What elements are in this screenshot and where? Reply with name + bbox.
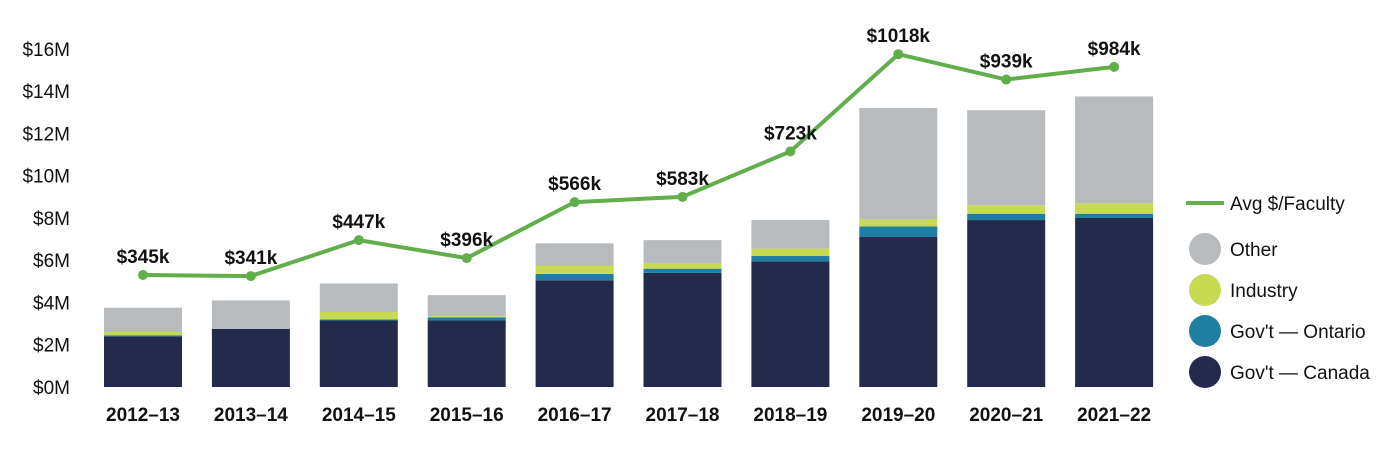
x-tick-label: 2017–18 [646, 405, 720, 426]
avg-line-data-label: $984k [1088, 39, 1141, 60]
x-tick-label: 2015–16 [430, 405, 504, 426]
y-tick-label: $0M [33, 378, 70, 399]
legend-swatch [1189, 315, 1221, 347]
bar-segment-industry [104, 332, 182, 336]
avg-line-point [1001, 74, 1012, 85]
bar-segment-other [535, 243, 614, 266]
y-axis: $0M $2M $4M $6M $8M $10M $12M $14M $16M [22, 40, 70, 399]
x-axis: 2012–13 2013–14 2014–15 2015–16 2016–17 2017–… [106, 405, 1151, 426]
bar-segment-other [104, 307, 182, 333]
y-tick-label: $14M [22, 82, 70, 103]
bar-segment-gov-t-ontario [1075, 213, 1154, 218]
bar-segment-gov-t-canada [859, 236, 938, 387]
avg-line-path [142, 52, 1115, 279]
avg-line-point [353, 235, 364, 246]
bar-segment-gov-t-ontario [751, 255, 830, 262]
avg-line-point [1109, 61, 1120, 72]
bar-segment-gov-t-canada [1075, 217, 1154, 387]
bar-segment-industry [751, 248, 830, 256]
legend-label: Avg $/Faculty [1230, 194, 1345, 215]
avg-line-point [677, 191, 688, 202]
bar-segment-other [859, 108, 938, 220]
x-tick-label: 2014–15 [322, 405, 396, 426]
legend-label: Gov't — Canada [1230, 363, 1370, 384]
y-tick-label: $6M [33, 251, 70, 272]
bar-segment-gov-t-ontario [427, 317, 506, 321]
legend-swatch [1189, 356, 1221, 388]
bar-segment-other [751, 220, 830, 249]
legend-label: Industry [1230, 281, 1298, 302]
avg-line-point [569, 197, 580, 208]
bar-segment-industry [1075, 203, 1154, 214]
avg-line-data-label: $345k [117, 247, 170, 268]
x-tick-label: 2020–21 [969, 405, 1043, 426]
avg-line-point [245, 271, 256, 282]
bar-segment-gov-t-ontario [643, 268, 722, 273]
x-tick-label: 2012–13 [106, 405, 180, 426]
bar-segment-other [1075, 96, 1154, 204]
bar-segment-gov-t-canada [535, 280, 614, 387]
y-tick-label: $10M [22, 167, 70, 188]
avg-line-data-label: $566k [548, 174, 601, 195]
avg-line-point [138, 270, 148, 281]
bar-segment-other [967, 110, 1046, 206]
avg-line-data-label: $723k [764, 123, 817, 144]
x-tick-label: 2021–22 [1077, 405, 1151, 426]
x-tick-label: 2019–20 [861, 405, 935, 426]
avg-line-point [893, 49, 904, 60]
legend-label: Gov't — Ontario [1230, 322, 1366, 343]
y-tick-label: $16M [22, 40, 70, 61]
x-tick-label: 2018–19 [753, 405, 827, 426]
bars [104, 96, 1154, 387]
y-tick-label: $2M [33, 336, 70, 357]
avg-line-point [785, 146, 796, 157]
bar-segment-gov-t-canada [104, 336, 182, 387]
bar-segment-gov-t-canada [427, 320, 506, 387]
legend-label: Other [1230, 240, 1278, 261]
bar-segment-industry [859, 219, 938, 227]
legend-swatch [1189, 233, 1221, 265]
bar-segment-gov-t-ontario [535, 273, 614, 281]
bar-segment-industry [643, 263, 722, 269]
avg-line-point [461, 253, 472, 264]
y-tick-label: $4M [33, 293, 70, 314]
legend: Avg $/Faculty Other Industry Gov't — Ontari… [1186, 194, 1370, 388]
avg-line-data-label: $939k [980, 52, 1033, 73]
avg-line-data-label: $396k [440, 230, 493, 251]
bar-segment-gov-t-ontario [967, 213, 1046, 221]
y-tick-label: $12M [22, 124, 70, 145]
bar-segment-gov-t-canada [751, 261, 830, 387]
bar-segment-gov-t-canada [319, 320, 398, 387]
bar-segment-gov-t-ontario [859, 226, 938, 237]
bar-segment-industry [319, 311, 398, 320]
avg-line-data-label: $1018k [867, 26, 931, 47]
avg-line-data-label: $447k [332, 212, 385, 233]
y-tick-label: $8M [33, 209, 70, 230]
x-tick-label: 2016–17 [538, 405, 612, 426]
legend-swatch [1189, 274, 1221, 306]
bar-segment-gov-t-canada [967, 220, 1046, 387]
avg-line: $345k $341k $447k $396k $566k $583k $723k $1018… [117, 26, 1141, 282]
bar-segment-gov-t-canada [643, 272, 722, 387]
avg-line-data-label: $583k [656, 169, 709, 190]
bar-segment-other [211, 300, 290, 329]
bar-segment-gov-t-ontario [104, 335, 182, 337]
bar-segment-industry [535, 265, 614, 274]
x-tick-label: 2013–14 [214, 405, 288, 426]
bar-segment-gov-t-ontario [319, 319, 398, 321]
bar-segment-other [427, 295, 506, 317]
bar-segment-other [319, 283, 398, 312]
avg-line-data-label: $341k [224, 248, 277, 269]
bar-segment-industry [967, 205, 1046, 214]
bar-segment-industry [427, 316, 506, 318]
bar-segment-gov-t-canada [211, 328, 290, 387]
bar-segment-other [643, 240, 722, 264]
